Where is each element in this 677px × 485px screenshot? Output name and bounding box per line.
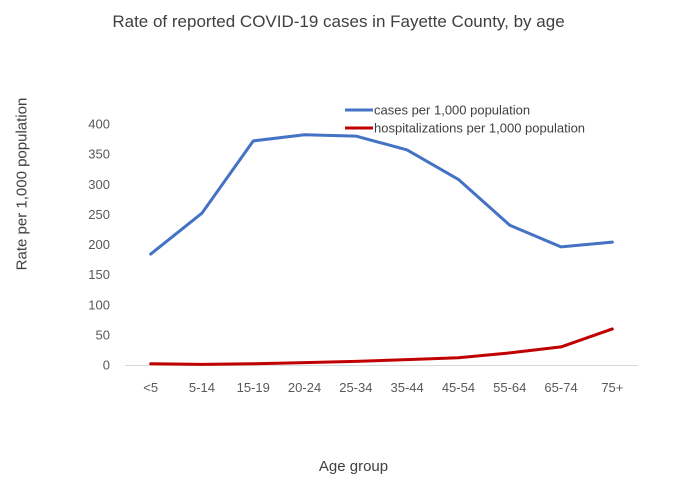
axes: 0 50 100 150 200 250 300 350 400 <5 5-14 15-19 20-24… — [88, 117, 638, 395]
series-line-1 — [149, 327, 614, 366]
y-tick-label: 200 — [88, 237, 110, 252]
legend-label: hospitalizations per 1,000 population — [374, 121, 585, 136]
y-tick-label: 400 — [88, 117, 110, 132]
y-tick-label: 300 — [88, 177, 110, 192]
x-tick-label: 5-14 — [189, 380, 215, 395]
legend: cases per 1,000 population hospitalizatio… — [345, 103, 585, 136]
y-tick-label: 250 — [88, 207, 110, 222]
x-tick-label: 75+ — [601, 380, 623, 395]
y-tick-label: 150 — [88, 267, 110, 282]
chart-title: Rate of reported COVID-19 cases in Fayet… — [112, 12, 565, 31]
x-tick-label: <5 — [143, 380, 158, 395]
y-tick-label: 0 — [103, 358, 110, 373]
x-tick-label: 45-54 — [442, 380, 475, 395]
x-tick-label: 25-34 — [339, 380, 372, 395]
series-line-0 — [149, 133, 614, 256]
x-tick-label: 65-74 — [544, 380, 577, 395]
legend-label: cases per 1,000 population — [374, 103, 530, 118]
y-tick-label: 100 — [88, 297, 110, 312]
series-lines — [149, 133, 614, 366]
x-tick-label: 20-24 — [288, 380, 321, 395]
x-axis-title: Age group — [318, 458, 389, 475]
y-tick-label: 50 — [96, 327, 110, 342]
x-tick-label: 35-44 — [391, 380, 424, 395]
x-tick-label: 15-19 — [237, 380, 270, 395]
x-tick-label: 55-64 — [493, 380, 526, 395]
y-tick-label: 350 — [88, 147, 110, 162]
